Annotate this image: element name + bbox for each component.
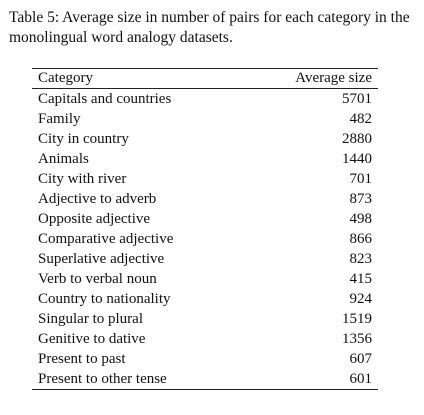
table-header-row: Category Average size (32, 68, 378, 89)
table-row: Present to other tense 601 (32, 369, 378, 390)
category-cell: Capitals and countries (38, 91, 172, 107)
table-row: Singular to plural 1519 (32, 309, 378, 329)
category-cell: Animals (38, 151, 89, 167)
average-size-cell: 924 (349, 291, 373, 307)
table-row: Capitals and countries 5701 (32, 89, 378, 110)
category-cell: Country to nationality (38, 291, 171, 307)
category-cell: City in country (38, 131, 129, 147)
category-cell: Verb to verbal noun (38, 271, 157, 287)
average-size-cell: 415 (349, 271, 373, 287)
table-row: Present to past 607 (32, 349, 378, 369)
category-cell: Family (38, 111, 81, 127)
category-cell: Present to other tense (38, 371, 167, 387)
table-caption: Table 5: Average size in number of pairs… (9, 9, 410, 46)
table-row: Family 482 (32, 109, 378, 129)
category-cell: Genitive to dative (38, 331, 146, 347)
category-cell: Adjective to adverb (38, 191, 157, 207)
table-body: Capitals and countries 5701 Family 482 City … (32, 89, 378, 390)
average-size-cell: 1519 (342, 311, 372, 327)
average-size-table: Category Average size Capitals and count… (32, 68, 378, 390)
category-cell: City with river (38, 171, 127, 187)
table-row: Comparative adjective 866 (32, 229, 378, 249)
average-size-cell: 607 (349, 351, 373, 367)
column-header-average-size: Average size (295, 70, 372, 86)
average-size-cell: 601 (349, 371, 373, 387)
category-cell: Superlative adjective (38, 251, 165, 267)
average-size-cell: 1356 (342, 331, 372, 347)
average-size-cell: 5701 (342, 91, 372, 107)
category-cell: Opposite adjective (38, 211, 151, 227)
data-table-container: Category Average size Capitals and count… (32, 68, 378, 390)
table-row: Country to nationality 924 (32, 289, 378, 309)
category-cell: Present to past (38, 351, 126, 367)
table-row: Superlative adjective 823 (32, 249, 378, 269)
average-size-cell: 823 (349, 251, 373, 267)
average-size-cell: 866 (349, 231, 373, 247)
average-size-cell: 498 (349, 211, 373, 227)
table-row: Adjective to adverb 873 (32, 189, 378, 209)
average-size-cell: 701 (349, 171, 373, 187)
category-cell: Comparative adjective (38, 231, 174, 247)
table-row: Animals 1440 (32, 149, 378, 169)
table-row: City in country 2880 (32, 129, 378, 149)
table-row: City with river 701 (32, 169, 378, 189)
average-size-cell: 873 (349, 191, 373, 207)
table-row: Verb to verbal noun 415 (32, 269, 378, 289)
table-row: Genitive to dative 1356 (32, 329, 378, 349)
average-size-cell: 2880 (342, 131, 372, 147)
table-row: Opposite adjective 498 (32, 209, 378, 229)
average-size-cell: 1440 (342, 151, 372, 167)
category-cell: Singular to plural (38, 311, 143, 327)
average-size-cell: 482 (349, 111, 373, 127)
column-header-category: Category (38, 70, 93, 86)
